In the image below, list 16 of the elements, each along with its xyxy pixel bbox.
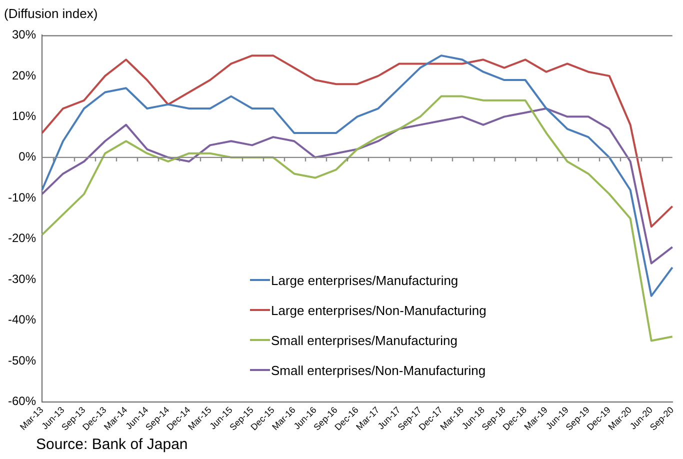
y-tick-label: -50% <box>8 353 36 368</box>
y-tick-label: 10% <box>12 108 36 123</box>
legend-label: Small enterprises/Non-Manufacturing <box>271 362 486 378</box>
y-tick-label: 20% <box>12 68 36 82</box>
y-tick-label: -40% <box>8 312 36 327</box>
legend-label: Large enterprises/Non-Manufacturing <box>271 302 486 318</box>
y-tick-label: -60% <box>8 394 36 408</box>
y-tick-label: -20% <box>8 231 36 246</box>
legend-label: Small enterprises/Manufacturing <box>271 332 458 348</box>
y-tick-label: -30% <box>8 272 36 286</box>
legend-label: Large enterprises/Manufacturing <box>271 272 458 288</box>
y-tick-label: -10% <box>8 190 36 204</box>
y-axis-title: (Diffusion index) <box>4 6 98 21</box>
y-tick-label: 30% <box>12 28 36 42</box>
y-tick-label: 0% <box>18 150 36 164</box>
source-note: Source: Bank of Japan <box>36 436 188 453</box>
